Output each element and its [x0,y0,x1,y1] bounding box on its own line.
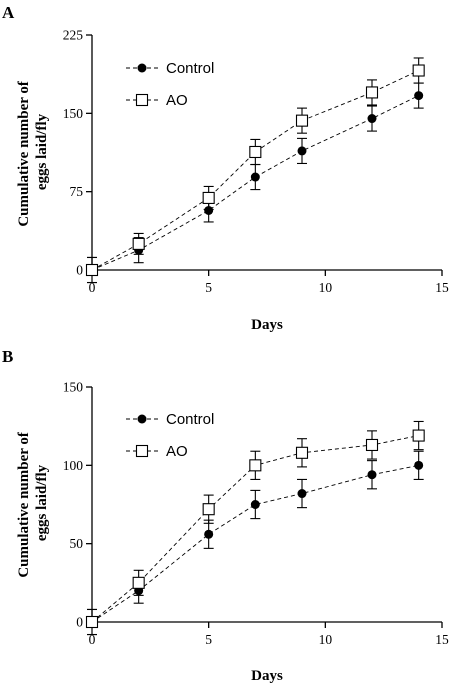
x-tick-label: 5 [205,632,212,647]
x-tick-label: 10 [319,632,333,647]
panel-b: B Cumulative number of eggs laid/fly Day… [2,347,449,684]
data-point-ao [85,263,99,277]
y-axis-title-b: Cumulative number of eggs laid/fly [16,428,50,577]
data-point-ao [85,615,99,629]
data-point-ao [249,145,262,159]
data-point-control [250,172,260,182]
x-tick-label: 15 [435,632,449,647]
x-tick-label: 15 [435,280,449,295]
data-point-ao [295,114,309,127]
data-point-ao [365,438,379,452]
legend-label-ao: AO [166,443,188,460]
data-point-ao [365,86,379,99]
panel-letter-a: A [2,3,15,22]
panel-letter-b: B [2,347,13,366]
x-tick-label: 0 [89,280,96,295]
y-axis-title-a-line2: eggs laid/fly [34,113,50,190]
x-axis-title-b: Days [251,668,283,684]
y-tick-label: 0 [76,615,83,630]
data-point-ao [412,64,425,77]
y-tick-label: 0 [76,263,83,278]
x-tick-label: 0 [89,632,96,647]
y-axis-title-a: Cumulative number of eggs laid/fly [16,77,50,226]
data-point-control [204,529,214,539]
x-axis-title-a: Days [251,317,283,333]
y-tick-label: 225 [63,28,84,43]
legend-label-control: Control [166,411,214,428]
y-axis-title-a-line1: Cumulative number of [16,80,32,227]
x-tick-label: 5 [205,280,212,295]
data-point-ao [202,503,215,516]
legend-label-ao: AO [166,92,188,109]
data-point-control [204,205,214,215]
data-point-control [367,470,377,480]
legend-marker-ao [135,444,149,458]
y-tick-label: 150 [63,380,84,395]
data-point-control [250,500,260,509]
y-tick-label: 50 [70,536,84,551]
y-tick-label: 150 [63,106,84,121]
y-tick-label: 75 [70,184,84,199]
data-point-ao [249,459,262,472]
x-tick-label: 10 [319,280,333,295]
data-point-ao [202,191,215,204]
data-point-ao [132,576,145,589]
y-axis-title-b-line2: eggs laid/fly [34,464,50,541]
legend-marker-control [137,414,147,424]
data-point-control [414,460,424,470]
legend-marker-control [137,63,147,73]
legend-marker-ao [135,93,149,107]
data-point-ao [412,429,425,442]
data-point-ao [132,237,145,250]
panel-a: A Cumulative number of eggs laid/fly Day… [2,3,449,333]
data-point-control [297,489,307,499]
legend-label-control: Control [166,60,214,77]
data-point-ao [295,446,309,459]
data-point-control [414,91,424,101]
data-point-control [297,146,307,156]
y-tick-label: 100 [63,458,84,473]
data-point-control [367,114,377,124]
y-axis-title-b-line1: Cumulative number of [16,431,32,578]
